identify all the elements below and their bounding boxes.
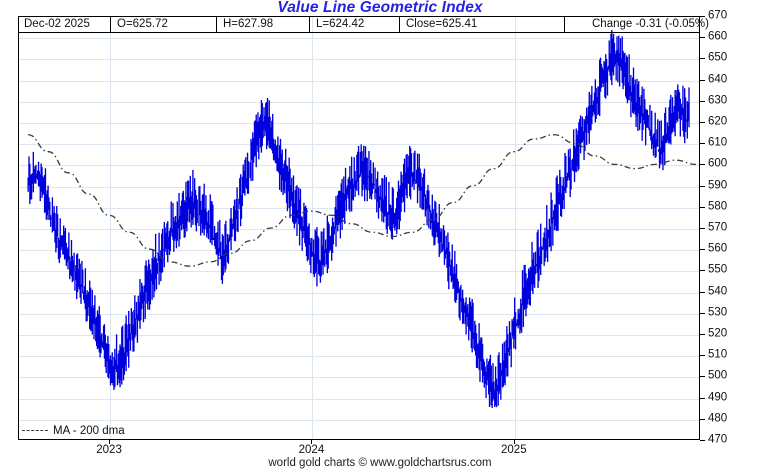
x-tick <box>311 440 313 444</box>
gridline-x <box>312 17 314 439</box>
y-axis-label: 570 <box>708 221 728 234</box>
gridline-y <box>19 38 699 40</box>
x-axis-label: 2023 <box>96 444 122 456</box>
y-tick <box>700 185 705 187</box>
y-axis-label: 550 <box>708 263 728 276</box>
y-axis-label: 530 <box>708 306 728 319</box>
gridline-y <box>19 356 699 358</box>
y-tick <box>700 206 705 208</box>
gridline-y <box>19 335 699 336</box>
gridline-y <box>19 419 699 421</box>
y-tick <box>700 164 705 166</box>
gridline-y <box>19 398 699 400</box>
y-axis-label: 640 <box>708 72 728 85</box>
x-axis-label: 2025 <box>501 444 527 456</box>
ma-line-swatch-icon <box>22 430 48 432</box>
y-tick <box>700 397 705 399</box>
y-tick <box>700 355 705 357</box>
plot-area <box>18 16 700 440</box>
y-axis-label: 580 <box>708 200 728 213</box>
y-axis-label: 520 <box>708 327 728 340</box>
y-axis-label: 630 <box>708 94 728 107</box>
gridline-y <box>19 292 699 294</box>
info-divider <box>309 16 310 33</box>
y-tick <box>700 312 705 314</box>
gridline-y <box>19 250 699 252</box>
y-axis-label: 470 <box>708 433 728 446</box>
gridline-y <box>19 313 699 315</box>
y-tick <box>700 58 705 60</box>
gridline-y <box>19 144 699 146</box>
gridline-y <box>19 123 699 124</box>
y-axis-label: 610 <box>708 136 728 149</box>
gridline-y <box>19 80 699 82</box>
y-tick <box>700 270 705 272</box>
legend: MA - 200 dma <box>22 423 125 439</box>
y-tick <box>700 79 705 81</box>
info-divider <box>110 16 111 33</box>
y-tick <box>700 100 705 102</box>
y-axis-label: 600 <box>708 157 728 170</box>
y-tick <box>700 16 705 17</box>
y-tick <box>700 334 705 335</box>
y-tick <box>700 37 705 39</box>
gridline-y <box>19 207 699 209</box>
y-axis-label: 480 <box>708 412 728 425</box>
y-axis-label: 540 <box>708 284 728 297</box>
y-axis-label: 620 <box>708 115 728 128</box>
gridline-x <box>110 17 112 439</box>
quote-high: H=627.98 <box>223 18 274 30</box>
quote-date: Dec-02 2025 <box>24 18 90 30</box>
info-divider <box>216 16 217 33</box>
y-tick <box>700 291 705 293</box>
gridline-y <box>19 271 699 273</box>
y-axis-label: 590 <box>708 178 728 191</box>
gridline-x <box>514 17 516 439</box>
y-axis-label: 660 <box>708 30 728 43</box>
y-tick <box>700 143 705 145</box>
quote-open: O=625.72 <box>117 18 168 30</box>
quote-low: L=624.42 <box>316 18 365 30</box>
y-tick <box>700 228 705 229</box>
y-axis-label: 650 <box>708 51 728 64</box>
info-divider <box>399 16 400 33</box>
gridline-y <box>19 165 699 167</box>
quote-info-bar: Dec-02 2025 O=625.72 H=627.98 L=624.42 C… <box>18 16 709 33</box>
chart-title: Value Line Geometric Index <box>277 0 483 16</box>
y-axis-label: 560 <box>708 242 728 255</box>
legend-label-ma: MA - 200 dma <box>53 425 125 437</box>
gridline-y <box>19 377 699 379</box>
y-tick <box>700 440 705 441</box>
y-axis-label: 500 <box>708 369 728 382</box>
y-tick <box>700 249 705 251</box>
y-axis-label: 490 <box>708 390 728 403</box>
x-axis-label: 2024 <box>298 444 325 456</box>
gridline-y <box>19 186 699 188</box>
y-tick <box>700 376 705 378</box>
x-tick <box>109 440 111 444</box>
y-tick <box>700 122 705 123</box>
y-axis-label: 670 <box>708 9 728 22</box>
quote-change: Change -0.31 (-0.05%) <box>592 18 709 30</box>
footer-credit: world gold charts © www.goldchartsrus.co… <box>268 457 492 469</box>
gridline-y <box>19 229 699 230</box>
gridline-y <box>19 101 699 103</box>
gridline-y <box>19 59 699 61</box>
y-tick <box>700 418 705 420</box>
info-divider <box>564 16 565 33</box>
y-axis-label: 510 <box>708 348 728 361</box>
quote-close: Close=625.41 <box>406 18 478 30</box>
x-tick <box>513 440 515 444</box>
